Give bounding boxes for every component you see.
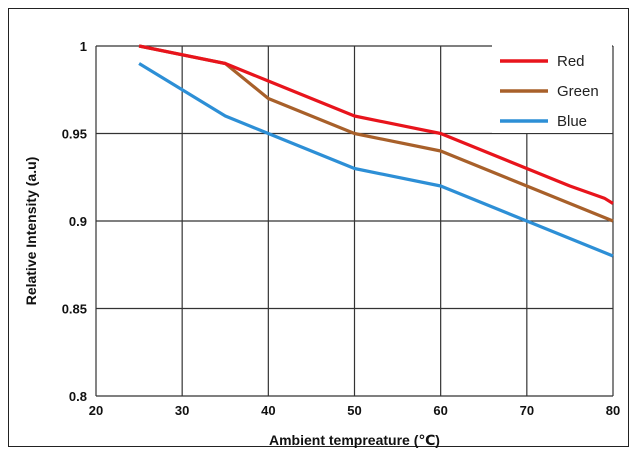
x-tick-label: 20 [89,403,103,418]
x-tick-label: 80 [606,403,620,418]
legend-label-blue: Blue [557,113,587,130]
x-tick-label: 70 [520,403,534,418]
x-tick-label: 40 [261,403,275,418]
x-axis-title: Ambient tempreature (℃) [269,432,440,448]
legend-label-red: Red [557,53,585,70]
series-line-red [138,44,614,205]
chart-frame [8,8,629,447]
y-tick-label: 0.8 [69,389,87,404]
y-axis-title: Relative Intensity (a.u) [23,157,39,306]
legend: Red Green Blue [492,43,612,133]
x-tick-label: 60 [433,403,447,418]
x-tick-label: 50 [347,403,361,418]
tick-labels: 20 30 40 50 60 70 80 0.8 0.85 0.9 0.95 1 [62,39,621,418]
legend-label-green: Green [557,83,599,100]
y-tick-label: 0.9 [69,214,87,229]
y-tick-label: 1 [80,39,87,54]
y-tick-label: 0.95 [62,127,87,142]
series-line-blue [138,62,614,258]
y-tick-label: 0.85 [62,302,87,317]
series-layer [138,44,614,258]
x-tick-label: 30 [175,403,189,418]
legend-background [492,43,612,133]
